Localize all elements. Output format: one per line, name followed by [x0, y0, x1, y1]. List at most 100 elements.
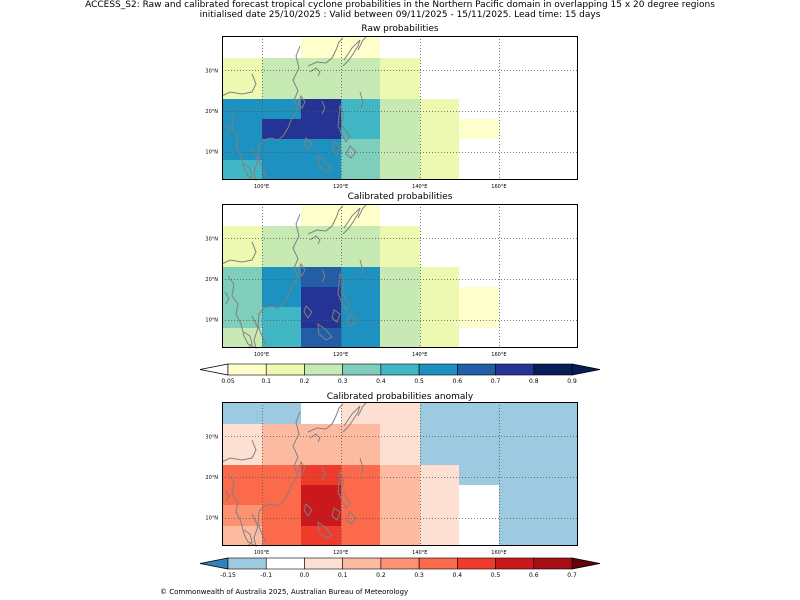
heatmap-cell [538, 328, 578, 348]
colorbar-segment [342, 363, 382, 376]
heatmap-cell [301, 226, 341, 247]
heatmap-cell [420, 465, 459, 485]
heatmap-cell [538, 465, 578, 485]
heatmap-cell [459, 402, 499, 424]
colorbar-segment [380, 363, 420, 376]
heatmap-cell [459, 36, 499, 58]
colorbar-segment [495, 363, 535, 376]
heatmap-cell [499, 505, 538, 526]
heatmap-cell [341, 505, 380, 526]
x-tick-label: 100°E [254, 550, 269, 556]
heatmap-cell [262, 247, 301, 267]
colorbar-under-extend [199, 557, 229, 570]
heatmap-cell [262, 99, 301, 119]
heatmap-cell [222, 526, 262, 546]
heatmap-cell [301, 99, 341, 119]
heatmap-cell [222, 287, 262, 307]
colorbar-tick-label: 0.4 [376, 378, 386, 385]
x-tick-label: 140°E [412, 184, 427, 190]
colorbar-tick-label: 0.7 [567, 572, 577, 579]
heatmap-cell [301, 424, 341, 445]
colorbar-segment [533, 363, 573, 376]
heatmap-cell [459, 445, 499, 465]
heatmap-cell [499, 465, 538, 485]
heatmap-cell [499, 204, 538, 226]
heatmap-cell [301, 36, 341, 58]
heatmap-cell [222, 445, 262, 465]
heatmap-cell [499, 267, 538, 287]
heatmap-cell [222, 247, 262, 267]
heatmap-cell [538, 79, 578, 99]
x-tick-label: 140°E [412, 550, 427, 556]
heatmap-cell [301, 267, 341, 287]
heatmap-cell [262, 328, 301, 348]
heatmap-cell [341, 160, 380, 180]
heatmap-cell [301, 485, 341, 505]
colorbar-tick-label: 0.1 [261, 378, 271, 385]
heatmap-cell [499, 287, 538, 307]
y-tick-label: 10°N [205, 318, 218, 324]
heatmap-cell [538, 160, 578, 180]
panel-0: 100°E 120°E 140°E 160°E 30°N 20°N 10°N [205, 35, 578, 190]
heatmap-cell [380, 402, 420, 424]
x-tick-label: 100°E [254, 352, 269, 358]
heatmap-cell [341, 445, 380, 465]
heatmap-cell [538, 226, 578, 247]
heatmap-cell [380, 505, 420, 526]
heatmap-cell [380, 119, 420, 139]
heatmap-cell [380, 36, 420, 58]
heatmap-cell [499, 160, 538, 180]
colorbar-tick-label: 0.3 [338, 378, 348, 385]
heatmap-cell [222, 36, 262, 58]
heatmap-cell [222, 307, 262, 328]
colorbar-tick-label: 0.1 [338, 572, 348, 579]
heatmap-cell [538, 402, 578, 424]
heatmap-cell [538, 424, 578, 445]
heatmap-cell [420, 445, 459, 465]
heatmap-cell [222, 204, 262, 226]
heatmap-cell [459, 424, 499, 445]
heatmap-cell [459, 79, 499, 99]
heatmap-cell [262, 226, 301, 247]
heatmap-cell [301, 119, 341, 139]
heatmap-cell [341, 247, 380, 267]
colorbar-segment [418, 363, 458, 376]
y-tick-label: 10°N [205, 516, 218, 522]
x-tick-label: 160°E [491, 184, 506, 190]
heatmap-cell [222, 119, 262, 139]
heatmap-cell [380, 526, 420, 546]
heatmap-cell [420, 119, 459, 139]
heatmap-cell [499, 424, 538, 445]
colorbar-tick-label: -0.1 [260, 572, 272, 579]
heatmap-cell [341, 79, 380, 99]
heatmap-cell [262, 160, 301, 180]
heatmap-cell [459, 505, 499, 526]
heatmap-cell [222, 485, 262, 505]
colorbar-tick-label: -0.15 [220, 572, 236, 579]
colorbar-segment [457, 557, 496, 570]
heatmap-cell [301, 505, 341, 526]
heatmap-cell [341, 526, 380, 546]
figure-subtitle: initialised date 25/10/2025 : Valid betw… [199, 10, 601, 20]
heatmap-cell [222, 328, 262, 348]
plot-frame [222, 402, 578, 546]
heatmap-cell [420, 402, 459, 424]
y-tick-label: 10°N [205, 150, 218, 156]
heatmap-cell [459, 267, 499, 287]
heatmap-cell [380, 99, 420, 119]
heatmap-cell [420, 99, 459, 119]
colorbar-tick-label: 0.3 [414, 572, 424, 579]
heatmap-cell [459, 226, 499, 247]
heatmap-cell [380, 465, 420, 485]
heatmap-cell [459, 99, 499, 119]
heatmap-cell [499, 307, 538, 328]
heatmap-cell [262, 526, 301, 546]
colorbar-tick-label: 0.2 [376, 572, 386, 579]
colorbar-tick-label: 0.05 [221, 378, 235, 385]
heatmap-cell [301, 204, 341, 226]
heatmap-cell [538, 247, 578, 267]
heatmap-cell [538, 485, 578, 505]
heatmap-cell [380, 328, 420, 348]
heatmap-cell [301, 79, 341, 99]
heatmap-cell [538, 267, 578, 287]
